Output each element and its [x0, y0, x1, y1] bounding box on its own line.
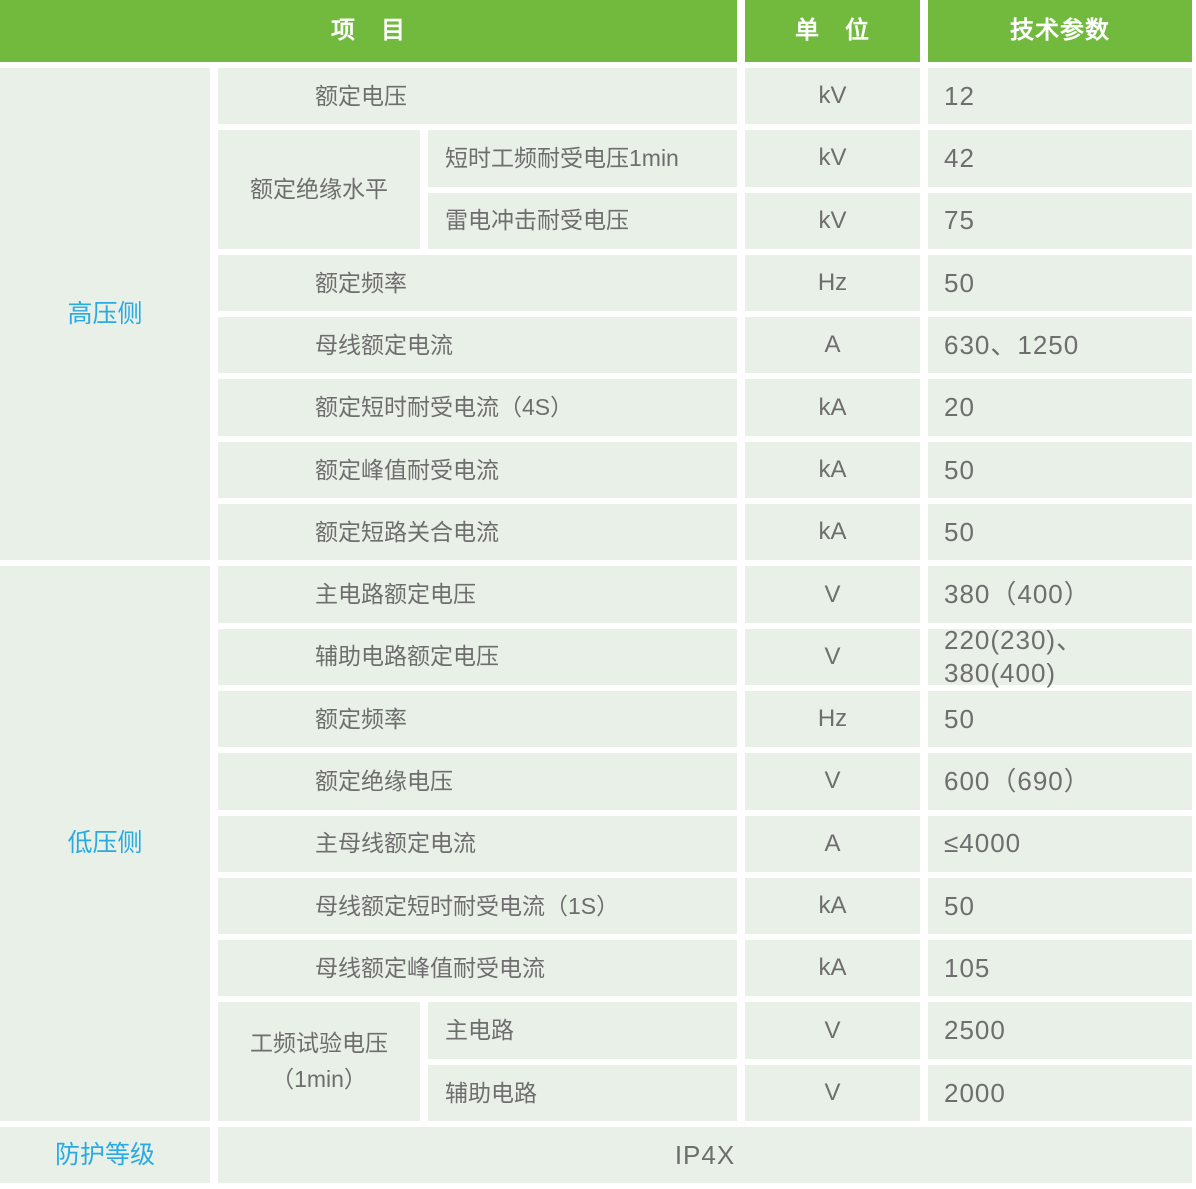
header-item: 项 目: [0, 0, 737, 62]
row-item: 辅助电路: [428, 1064, 737, 1122]
row-value: 12: [928, 68, 1192, 125]
row-unit: Hz: [745, 254, 920, 312]
row-item: 额定短时耐受电流（4S）: [218, 379, 737, 436]
row-item: 额定频率: [218, 690, 737, 748]
row-item: 额定频率: [218, 254, 737, 312]
row-value: 220(230)、380(400): [928, 625, 1192, 688]
row-item: 辅助电路额定电压: [218, 628, 737, 685]
row-value: 75: [928, 192, 1192, 249]
row-unit: V: [745, 753, 920, 810]
row-unit: kA: [745, 877, 920, 935]
row-unit: Hz: [745, 690, 920, 748]
row-item: 主母线额定电流: [218, 815, 737, 872]
section-label-protection: 防护等级: [0, 1127, 210, 1184]
row-unit: kA: [745, 441, 920, 499]
row-value: 630、1250: [928, 317, 1192, 374]
section-label-hv: 高压侧: [0, 68, 210, 561]
row-value: ≤4000: [928, 815, 1192, 872]
row-unit: V: [745, 1002, 920, 1059]
row-item: 额定绝缘电压: [218, 753, 737, 810]
row-value: 50: [928, 504, 1192, 561]
row-unit: kV: [745, 68, 920, 125]
row-group-power-frequency-test: 工频试验电压 （1min）: [218, 1002, 420, 1122]
row-unit: V: [745, 628, 920, 685]
row-unit: A: [745, 815, 920, 872]
row-value: 380（400）: [928, 566, 1192, 623]
row-value: 600（690）: [928, 753, 1192, 810]
row-unit: kV: [745, 130, 920, 187]
row-group-insulation: 额定绝缘水平: [218, 130, 420, 249]
protection-grade-value: IP4X: [218, 1127, 1192, 1184]
row-unit: kA: [745, 379, 920, 436]
row-value: 50: [928, 441, 1192, 499]
section-label-lv: 低压侧: [0, 566, 210, 1122]
row-unit: A: [745, 317, 920, 374]
row-value: 2000: [928, 1064, 1192, 1122]
row-item: 雷电冲击耐受电压: [428, 192, 737, 249]
row-value: 105: [928, 940, 1192, 997]
row-item: 主电路额定电压: [218, 566, 737, 623]
row-value: 50: [928, 690, 1192, 748]
row-item: 额定短路关合电流: [218, 504, 737, 561]
row-item: 母线额定短时耐受电流（1S）: [218, 877, 737, 935]
row-item: 额定电压: [218, 68, 737, 125]
header-param: 技术参数: [928, 0, 1192, 62]
row-value: 20: [928, 379, 1192, 436]
row-unit: V: [745, 1064, 920, 1122]
row-value: 42: [928, 130, 1192, 187]
row-item: 母线额定峰值耐受电流: [218, 940, 737, 997]
row-item: 短时工频耐受电压1min: [428, 130, 737, 187]
row-value: 50: [928, 877, 1192, 935]
row-value: 2500: [928, 1002, 1192, 1059]
row-item: 母线额定电流: [218, 317, 737, 374]
header-unit: 单 位: [745, 0, 920, 62]
row-unit: kA: [745, 504, 920, 561]
row-unit: kV: [745, 192, 920, 249]
row-value: 50: [928, 254, 1192, 312]
row-item: 额定峰值耐受电流: [218, 441, 737, 499]
row-unit: kA: [745, 940, 920, 997]
row-unit: V: [745, 566, 920, 623]
row-item: 主电路: [428, 1002, 737, 1059]
